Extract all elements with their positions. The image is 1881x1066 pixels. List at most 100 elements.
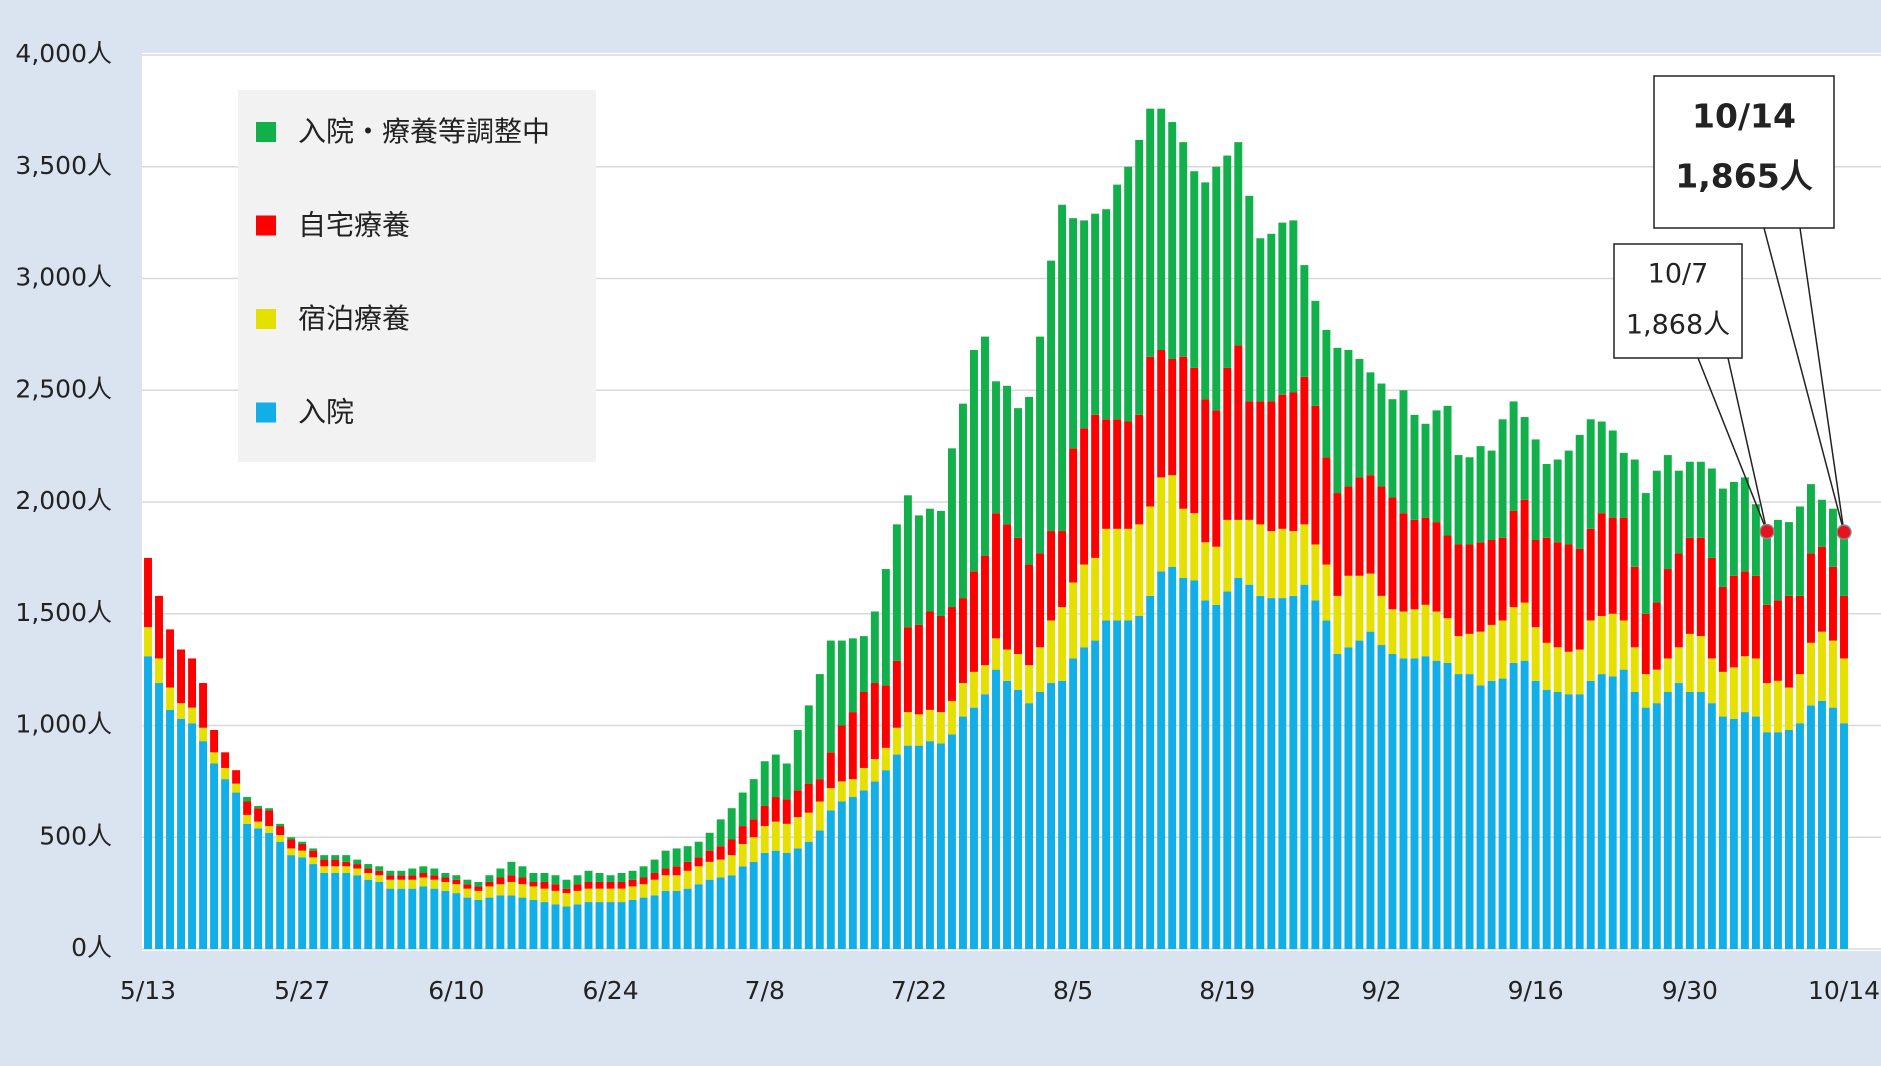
bar-segment <box>1399 513 1408 612</box>
bar-segment <box>155 683 163 949</box>
bar-segment <box>1333 347 1342 494</box>
bar-segment <box>1058 204 1067 532</box>
bar-segment <box>1487 680 1496 949</box>
bar-segment <box>1432 522 1441 612</box>
x-tick-label: 7/22 <box>891 976 947 1005</box>
bar-segment <box>573 890 582 905</box>
bar-segment <box>1157 108 1166 351</box>
bar-segment <box>1366 573 1375 632</box>
bar-segment <box>1355 477 1364 576</box>
bar-segment <box>1674 683 1683 949</box>
bar-segment <box>1498 419 1507 538</box>
bar-segment <box>1630 691 1639 949</box>
bar-segment <box>639 884 648 898</box>
bar-segment <box>1234 345 1243 520</box>
bar-segment <box>815 779 824 802</box>
bar-segment <box>441 873 450 878</box>
bar-segment <box>1058 607 1067 681</box>
bar-segment <box>188 723 197 949</box>
bar-segment <box>1223 591 1232 949</box>
bar-segment <box>892 727 901 755</box>
bar-segment <box>859 636 868 692</box>
bar-segment <box>914 515 923 625</box>
bar-segment <box>518 897 527 949</box>
bar-segment <box>892 660 901 728</box>
x-tick-label: 8/19 <box>1199 976 1255 1005</box>
bar-segment <box>1729 718 1738 949</box>
bar-segment <box>1289 220 1298 393</box>
bar-segment <box>551 904 560 949</box>
bar-segment <box>1146 356 1155 507</box>
bar-segment <box>1531 439 1540 540</box>
bar-segment <box>1410 519 1419 610</box>
bar-segment <box>870 683 879 760</box>
bar-segment <box>474 899 483 949</box>
bar-segment <box>716 859 725 878</box>
bar-segment <box>1652 703 1661 949</box>
bar-segment <box>1619 517 1628 621</box>
bar-segment <box>529 881 538 887</box>
bar-segment <box>1025 564 1034 666</box>
bar-segment <box>1377 595 1386 646</box>
bar-segment <box>166 629 174 688</box>
bar-segment <box>1421 517 1430 605</box>
bar-segment <box>595 888 604 903</box>
bar-segment <box>1014 408 1022 538</box>
bar-segment <box>1487 539 1496 625</box>
bar-segment <box>705 832 714 851</box>
bar-segment <box>1168 122 1177 359</box>
bar-segment <box>661 850 670 869</box>
bar-segment <box>375 875 384 882</box>
bar-segment <box>1476 685 1485 949</box>
bar-segment <box>1333 595 1342 654</box>
x-tick-label: 10/14 <box>1808 976 1880 1005</box>
bar-segment <box>1135 139 1144 415</box>
bar-segment <box>210 729 219 753</box>
bar-segment <box>650 873 659 880</box>
y-tick-label: 4,000人 <box>15 39 112 68</box>
bar-segment <box>771 797 780 822</box>
bar-segment <box>1025 665 1034 704</box>
bar-segment <box>1256 238 1265 402</box>
bar-segment <box>837 801 846 949</box>
bar-segment <box>452 884 461 894</box>
bar-segment <box>342 855 351 862</box>
bar-segment <box>1597 615 1606 675</box>
bar-segment <box>837 725 846 782</box>
legend-label: 宿泊療養 <box>298 302 410 335</box>
bar-segment <box>1179 356 1188 509</box>
bar-segment <box>1311 600 1320 949</box>
bar-segment <box>276 823 285 827</box>
bar-segment <box>1278 394 1287 529</box>
bar-segment <box>1069 582 1078 659</box>
bar-segment <box>243 801 252 815</box>
bar-segment <box>1751 716 1760 949</box>
bar-segment <box>1157 350 1166 478</box>
bar-segment <box>694 857 703 867</box>
bar-segment <box>947 734 956 949</box>
bar-segment <box>243 823 252 949</box>
bar-segment <box>1575 694 1584 949</box>
legend-box <box>238 90 596 462</box>
bar-segment <box>628 899 637 949</box>
bar-segment <box>1641 707 1650 949</box>
bar-segment <box>298 843 307 851</box>
bar-segment <box>1212 166 1221 411</box>
bar-segment <box>298 857 307 949</box>
bar-segment <box>320 855 329 860</box>
bar-segment <box>177 649 186 704</box>
bar-segment <box>430 875 439 880</box>
bar-segment <box>1729 667 1738 719</box>
bar-segment <box>1619 669 1628 949</box>
bar-segment <box>430 888 439 949</box>
bar-segment <box>727 808 736 840</box>
bar-segment <box>1487 450 1496 540</box>
bar-segment <box>826 752 835 789</box>
bar-segment <box>981 665 989 695</box>
bar-segment <box>221 767 230 780</box>
bar-segment <box>1388 653 1397 949</box>
bar-segment <box>1003 524 1011 650</box>
bar-segment <box>1399 658 1408 949</box>
bar-segment <box>485 881 494 887</box>
